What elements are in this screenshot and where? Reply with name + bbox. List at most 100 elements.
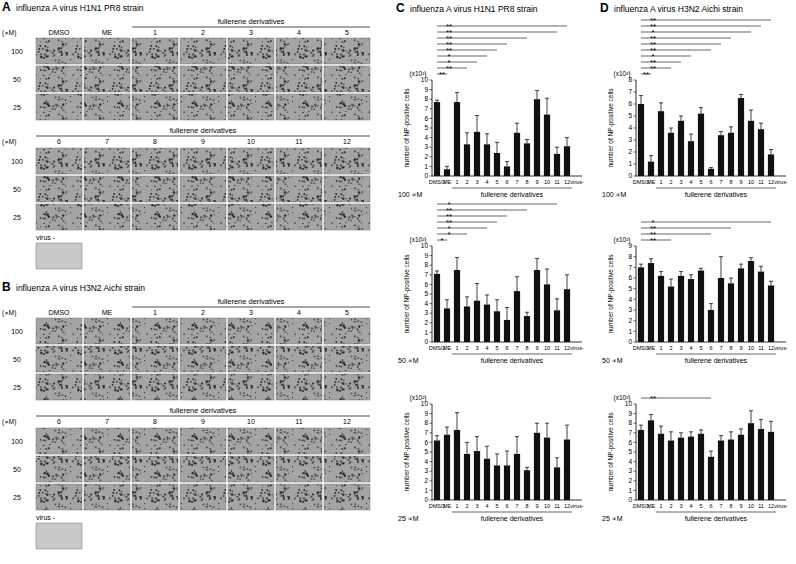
y-tick-label: 8 — [628, 253, 632, 260]
error-stem — [457, 92, 458, 102]
error-bar — [445, 427, 449, 435]
group-label: fullerene derivatives — [685, 357, 748, 364]
error-bar — [475, 283, 479, 300]
error-cap — [535, 423, 539, 424]
error-stem — [557, 458, 558, 468]
significance-line — [641, 32, 751, 33]
error-cap — [679, 116, 683, 117]
bar — [514, 291, 520, 342]
y-tick — [634, 128, 637, 129]
x-tick-label: 12 — [768, 179, 774, 185]
y-tick — [430, 452, 433, 453]
y-tick — [634, 140, 637, 141]
micrograph — [84, 428, 130, 454]
error-cap — [749, 410, 753, 411]
bar — [494, 465, 500, 500]
micrograph — [180, 346, 226, 372]
error-stem — [497, 300, 498, 312]
error-bar — [555, 458, 559, 468]
error-stem — [751, 110, 752, 121]
micrograph — [324, 484, 370, 510]
y-tick — [634, 310, 637, 311]
x-tick-label: 4 — [689, 345, 692, 351]
y-tick-label: 3 — [424, 143, 428, 150]
y-tick — [430, 500, 433, 501]
error-bar — [689, 134, 693, 141]
bar — [494, 311, 500, 342]
significance-label: ** — [439, 70, 445, 79]
significance-line — [641, 222, 771, 223]
y-tick — [430, 99, 433, 100]
y-tick-label: 2 — [424, 319, 428, 326]
error-bar — [475, 437, 479, 451]
significance-line — [641, 20, 771, 21]
error-cap — [495, 142, 499, 143]
error-stem — [741, 94, 742, 98]
y-tick — [634, 480, 637, 481]
group-label: fullerene derivatives — [481, 515, 544, 522]
y-tick-label: 3 — [424, 467, 428, 474]
bar — [778, 176, 784, 177]
micrograph — [36, 66, 82, 92]
row-label: 100 — [11, 158, 23, 165]
column-label: 12 — [343, 138, 351, 145]
y-tick-label: 5 — [628, 448, 632, 455]
error-bar — [769, 421, 773, 432]
y-tick — [634, 267, 637, 268]
micrograph — [84, 484, 130, 510]
micrograph — [228, 346, 274, 372]
error-bar — [455, 92, 459, 102]
error-bar — [669, 128, 673, 133]
error-cap — [749, 110, 753, 111]
unit-label: (∝M) — [2, 309, 16, 317]
column-label: 4 — [297, 309, 301, 316]
y-tick-label: 6 — [424, 439, 428, 446]
error-stem — [527, 140, 528, 144]
y-tick — [430, 108, 433, 109]
x-tick-label: 9 — [535, 503, 538, 509]
error-bar — [505, 451, 509, 465]
y-tick-label: 3 — [628, 136, 632, 143]
error-bar — [455, 258, 459, 270]
micrograph — [228, 428, 274, 454]
x-tick-label: 5 — [699, 179, 702, 185]
x-tick-label: 6 — [505, 503, 508, 509]
column-label: 3 — [249, 309, 253, 316]
micrograph — [36, 148, 82, 174]
error-stem — [751, 411, 752, 423]
bar — [474, 451, 480, 500]
bar — [738, 435, 744, 500]
error-bar — [709, 451, 713, 457]
x-tick-label: virus- — [570, 345, 584, 351]
error-cap — [649, 414, 653, 415]
x-tick-label: virus- — [774, 179, 788, 185]
x-tick-label: 6 — [505, 345, 508, 351]
significance-line — [641, 56, 691, 57]
error-bar — [759, 419, 763, 429]
row-label: 100 — [11, 48, 23, 55]
y-tick-label: 2 — [628, 148, 632, 155]
y-tick — [430, 313, 433, 314]
error-cap — [709, 303, 713, 304]
micrograph — [276, 148, 322, 174]
x-tick-label: 1 — [455, 179, 458, 185]
x-tick-label: 10 — [748, 503, 754, 509]
error-cap — [555, 298, 559, 299]
bar — [708, 457, 714, 500]
bar — [544, 115, 550, 176]
y-tick — [430, 461, 433, 462]
row-label: 50 — [13, 186, 21, 193]
micrograph — [36, 346, 82, 372]
error-stem — [711, 304, 712, 310]
error-cap — [639, 425, 643, 426]
error-bar — [565, 425, 569, 439]
micrograph — [180, 318, 226, 344]
bar — [444, 169, 450, 176]
x-tick-label: 9 — [739, 345, 742, 351]
error-cap — [769, 149, 773, 150]
group-bracket — [452, 512, 572, 513]
panel-title: influenza A virus H1N1 PR8 strain — [16, 3, 144, 13]
bar — [534, 99, 540, 176]
error-stem — [691, 432, 692, 437]
bar — [778, 342, 784, 343]
